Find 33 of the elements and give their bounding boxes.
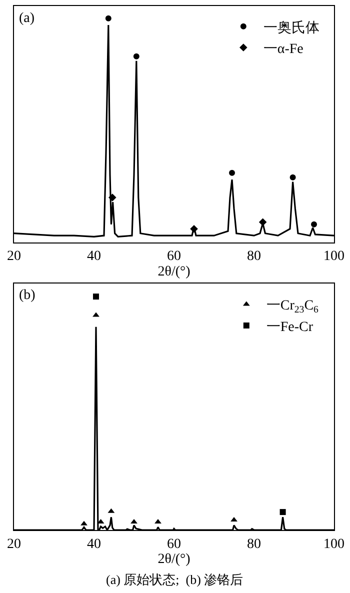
point: [290, 174, 296, 180]
point: [130, 519, 138, 524]
point: [230, 516, 238, 522]
text: (a) 原始状态; (b) 渗铬后: [106, 572, 244, 587]
x-tick-label: 60: [167, 536, 181, 552]
x-tick-label: 100: [324, 536, 344, 552]
legend-label: 一α-Fe: [263, 42, 304, 57]
point: [154, 519, 162, 524]
point: [311, 221, 317, 228]
point: [105, 15, 112, 22]
x-tick-label: 80: [247, 249, 261, 264]
x-tick-label: 60: [167, 249, 181, 264]
point: [280, 509, 286, 516]
x-tick-label: 40: [87, 249, 101, 264]
x-tick-label: 40: [87, 536, 101, 552]
annotation: (b): [19, 288, 36, 303]
point: [80, 520, 88, 526]
point: [108, 194, 116, 202]
x-tick-label: 20: [7, 249, 21, 264]
legend-label: 一Fe-Cr: [266, 320, 314, 335]
annotation: (a): [19, 11, 35, 26]
x-axis-title: 2θ/(°): [158, 552, 191, 568]
point: [133, 53, 140, 60]
point: [229, 170, 235, 176]
point: [190, 224, 198, 233]
point: [92, 312, 100, 317]
point: [93, 294, 99, 300]
legend-label: 一奥氏体: [263, 20, 320, 36]
legend-label: 一Cr$_{23}$C$_{6}$: [266, 298, 319, 316]
x-tick-label: 80: [247, 536, 261, 552]
x-tick-label: 20: [7, 536, 21, 552]
x-tick-label: 100: [324, 249, 344, 264]
x-axis-title: 2θ/(°): [158, 264, 191, 280]
